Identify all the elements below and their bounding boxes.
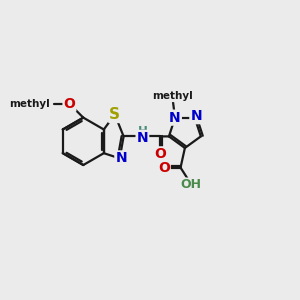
Text: O: O [154,147,166,161]
Text: N: N [190,109,202,123]
Text: methyl: methyl [152,91,193,101]
Text: O: O [158,160,170,175]
Text: N: N [115,152,127,165]
Text: N: N [169,111,181,125]
Text: O: O [64,97,75,111]
Text: methyl: methyl [9,99,50,109]
Text: S: S [109,107,120,122]
Text: N: N [136,131,148,145]
Text: H: H [137,125,147,138]
Text: OH: OH [181,178,202,191]
